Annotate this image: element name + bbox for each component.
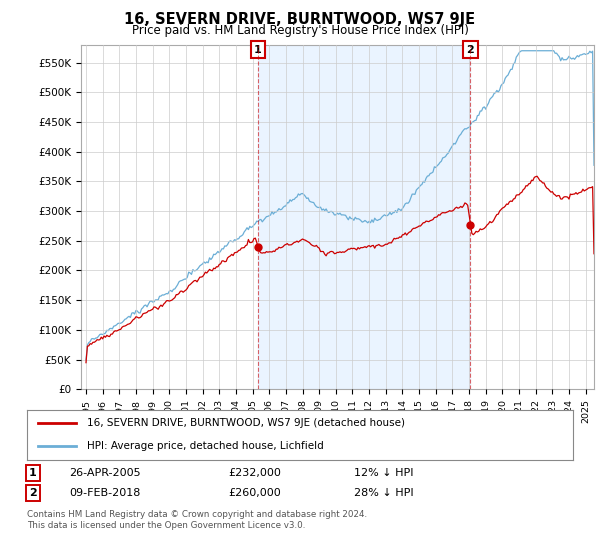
Text: 28% ↓ HPI: 28% ↓ HPI (354, 488, 413, 498)
Text: Contains HM Land Registry data © Crown copyright and database right 2024.
This d: Contains HM Land Registry data © Crown c… (27, 510, 367, 530)
Text: 2: 2 (467, 45, 474, 55)
Text: £232,000: £232,000 (228, 468, 281, 478)
Text: 16, SEVERN DRIVE, BURNTWOOD, WS7 9JE (detached house): 16, SEVERN DRIVE, BURNTWOOD, WS7 9JE (de… (87, 418, 405, 427)
Text: 09-FEB-2018: 09-FEB-2018 (69, 488, 140, 498)
Text: £260,000: £260,000 (228, 488, 281, 498)
Text: HPI: Average price, detached house, Lichfield: HPI: Average price, detached house, Lich… (87, 441, 324, 451)
Bar (258, 45, 470, 389)
Text: 16, SEVERN DRIVE, BURNTWOOD, WS7 9JE: 16, SEVERN DRIVE, BURNTWOOD, WS7 9JE (124, 12, 476, 27)
Text: Price paid vs. HM Land Registry's House Price Index (HPI): Price paid vs. HM Land Registry's House … (131, 24, 469, 36)
Text: 26-APR-2005: 26-APR-2005 (69, 468, 140, 478)
Text: 1: 1 (254, 45, 262, 55)
Text: 12% ↓ HPI: 12% ↓ HPI (354, 468, 413, 478)
Text: 2: 2 (29, 488, 37, 498)
Text: 1: 1 (29, 468, 37, 478)
